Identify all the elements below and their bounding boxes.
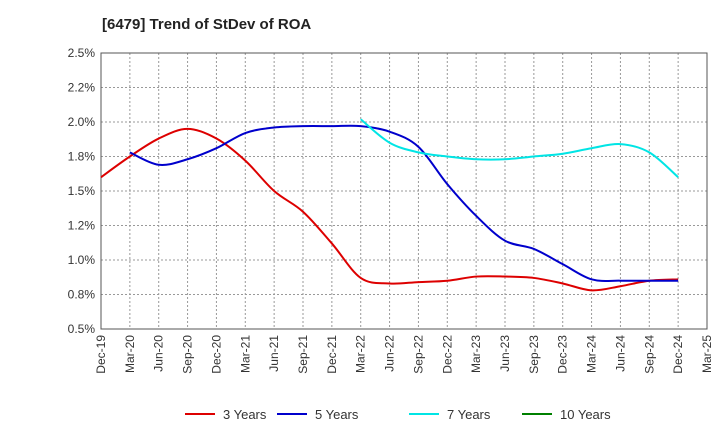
x-tick-label: Sep-24 — [642, 335, 656, 374]
y-tick-label: 1.5% — [68, 184, 96, 198]
x-tick-label: Dec-21 — [325, 335, 339, 374]
series-line-7-years — [360, 118, 679, 178]
x-tick-label: Sep-23 — [527, 335, 541, 374]
plot-border — [100, 52, 708, 330]
y-tick-label: 0.8% — [68, 288, 96, 302]
x-tick-label: Jun-22 — [383, 335, 397, 372]
x-tick-label: Dec-19 — [94, 335, 108, 374]
x-tick-label: Sep-20 — [181, 335, 195, 374]
y-tick-label: 0.5% — [68, 322, 96, 336]
legend-label-3-years: 3 Years — [223, 407, 267, 422]
x-tick-label: Jun-21 — [267, 335, 281, 372]
axes-layer: 0.5% 0.8% 1.0% 1.2% 1.5% 1.8% 2.0% 2.2% 2.5% Dec-… — [68, 46, 714, 374]
x-tick-label: Mar-22 — [354, 335, 368, 373]
x-tick-label: Dec-24 — [671, 335, 685, 374]
series-line-3-years — [100, 127, 679, 292]
x-tick-label: Jun-20 — [152, 335, 166, 372]
series-line-5-years — [129, 124, 679, 282]
legend: 3 Years 5 Years 7 Years 10 Years — [185, 407, 611, 422]
x-tick-label: Mar-24 — [585, 335, 599, 373]
y-tick-label: 1.0% — [68, 253, 96, 267]
y-tick-label: 2.5% — [68, 46, 96, 60]
x-tick-label: Jun-23 — [498, 335, 512, 372]
series-layer — [100, 118, 679, 292]
legend-label-7-years: 7 Years — [447, 407, 491, 422]
x-tick-label: Jun-24 — [613, 335, 627, 372]
y-tick-label: 1.2% — [68, 219, 96, 233]
x-tick-label: Mar-23 — [469, 335, 483, 373]
x-tick-label: Dec-23 — [556, 335, 570, 374]
x-tick-label: Mar-21 — [238, 335, 252, 373]
legend-label-5-years: 5 Years — [315, 407, 359, 422]
x-tick-label: Sep-22 — [411, 335, 425, 374]
x-tick-label: Mar-25 — [700, 335, 714, 373]
chart-title: [6479] Trend of StDev of ROA — [102, 16, 312, 33]
y-tick-label: 2.0% — [68, 115, 96, 129]
x-tick-label: Dec-20 — [209, 335, 223, 374]
x-tick-label: Dec-22 — [440, 335, 454, 374]
y-tick-label: 1.8% — [68, 150, 96, 164]
x-tick-label: Sep-21 — [296, 335, 310, 374]
legend-label-10-years: 10 Years — [560, 407, 611, 422]
x-tick-label: Mar-20 — [123, 335, 137, 373]
y-tick-label: 2.2% — [68, 81, 96, 95]
